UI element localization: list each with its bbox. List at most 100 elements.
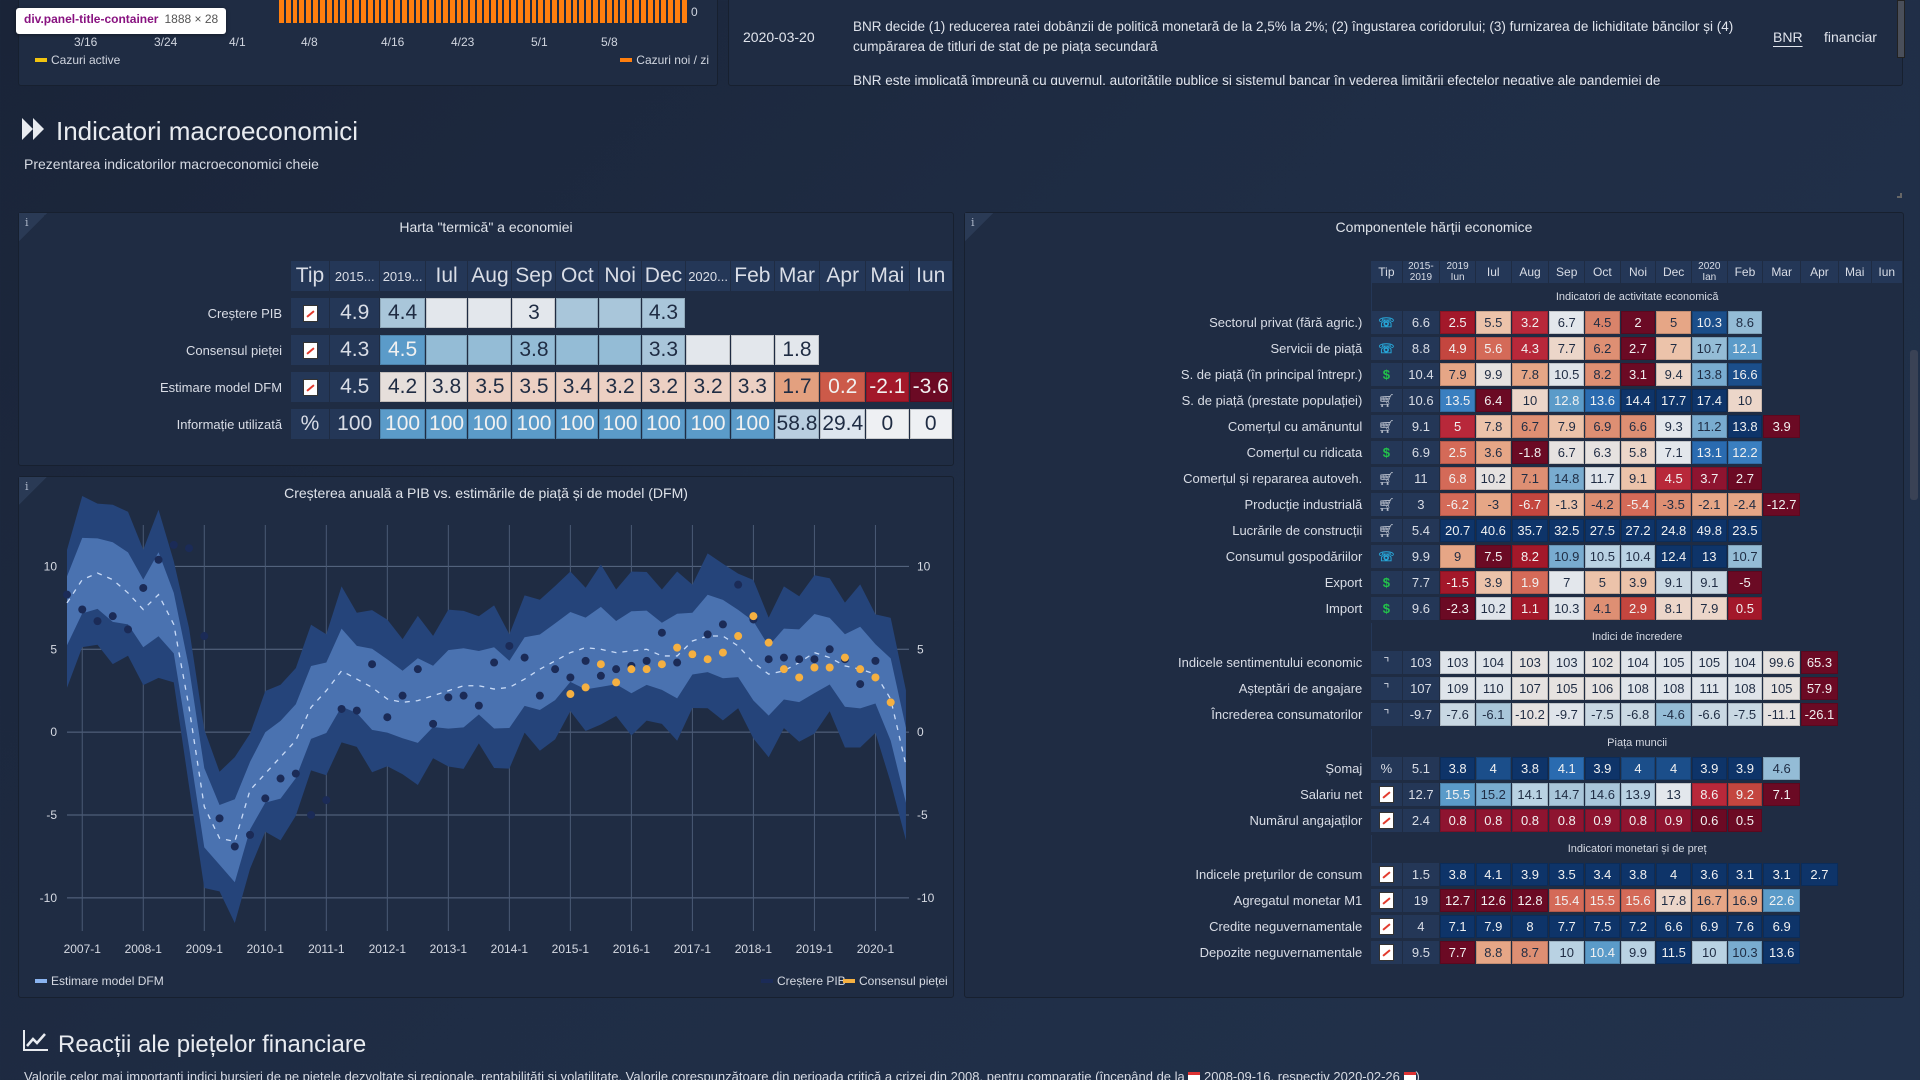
heat-cell[interactable]: -6.1 [1475,703,1511,726]
heat-cell[interactable]: 20.7 [1440,519,1475,542]
resize-handle[interactable] [1897,193,1902,198]
heat-cell[interactable]: 3.2 [1511,311,1549,334]
column-header[interactable]: Oct [1585,261,1620,283]
heat-cell[interactable]: 3.9 [1620,571,1656,594]
column-header[interactable]: Feb [1727,261,1763,283]
heat-cell[interactable]: 1.9 [1511,571,1549,594]
heat-cell[interactable] [425,298,468,328]
legend-new-cases[interactable]: Cazuri noi / zi [620,53,709,67]
heat-cell[interactable]: 4.5 [1585,311,1620,334]
heat-cell[interactable]: 16.6 [1727,363,1763,386]
heat-cell[interactable]: 5.6 [1475,337,1511,360]
heat-cell[interactable]: -1.3 [1549,493,1585,516]
heat-cell[interactable]: 3.1 [1620,363,1656,386]
heat-cell[interactable]: 100 [599,409,641,439]
heat-cell[interactable]: -7.5 [1727,703,1763,726]
heat-cell[interactable]: 7.8 [1511,363,1549,386]
heat-cell[interactable]: -26.1 [1801,703,1838,726]
column-header[interactable]: Dec [642,261,685,291]
heat-cell[interactable]: 12.4 [1656,545,1691,568]
heat-cell[interactable]: 5 [1656,311,1691,334]
heat-cell[interactable]: 65.3 [1801,651,1838,674]
heat-cell[interactable]: 0.8 [1549,809,1585,832]
heat-cell[interactable]: 13.5 [1440,389,1475,412]
tag-bnr[interactable]: BNR [1773,29,1803,45]
heat-cell[interactable]: 100 [685,409,731,439]
heat-cell[interactable]: 7.7 [1549,337,1585,360]
heat-cell[interactable]: 0.5 [1727,597,1763,620]
heat-cell[interactable]: 10 [1549,941,1585,964]
heat-cell[interactable]: 14.7 [1549,783,1585,806]
heat-cell[interactable]: 104 [1620,651,1656,674]
heat-cell[interactable]: 7.1 [1763,783,1801,806]
heat-cell[interactable]: 99.6 [1763,651,1801,674]
column-header[interactable]: Feb [731,261,774,291]
heat-cell[interactable]: 10 [1727,389,1763,412]
heat-cell[interactable]: 4.3 [642,298,685,328]
heat-cell[interactable]: 100 [380,409,425,439]
heat-cell[interactable]: 3.8 [1511,757,1549,780]
heat-cell[interactable]: 9.2 [1727,783,1763,806]
heat-cell[interactable]: 3.9 [1475,571,1511,594]
heat-cell[interactable]: 4.5 [1656,467,1691,490]
heat-cell[interactable]: 3.8 [1440,863,1475,886]
heat-cell[interactable]: 6.6 [1620,415,1656,438]
heat-cell[interactable]: 0.2 [820,372,866,402]
heat-cell[interactable]: 6.8 [1440,467,1475,490]
heat-cell[interactable]: 0.5 [1727,809,1763,832]
column-header[interactable]: 2020 Ian [1691,261,1727,283]
heat-cell[interactable]: 9.4 [1656,363,1691,386]
heat-cell[interactable]: 13.1 [1691,441,1727,464]
heat-cell[interactable]: 6.3 [1585,441,1620,464]
heat-cell[interactable]: 103 [1549,651,1585,674]
heat-cell[interactable]: 100 [731,409,774,439]
column-header[interactable]: 2020... [685,261,731,291]
column-header[interactable]: Mai [866,261,909,291]
heat-cell[interactable]: 3.5 [468,372,512,402]
heat-cell[interactable]: 7.9 [1475,915,1511,938]
column-header[interactable]: Sep [512,261,556,291]
heat-cell[interactable]: 3.5 [512,372,556,402]
heat-cell[interactable]: 8 [1511,915,1549,938]
heat-cell[interactable] [556,335,599,365]
heat-cell[interactable]: 10.2 [1475,467,1511,490]
heat-cell[interactable]: 100 [556,409,599,439]
heat-cell[interactable]: 13.9 [1620,783,1656,806]
legend-dfm[interactable]: Estimare model DFM [35,974,164,988]
info-icon[interactable]: i [19,477,47,505]
heat-cell[interactable]: 10 [1691,941,1727,964]
heat-cell[interactable]: -12.7 [1763,493,1801,516]
heat-cell[interactable] [731,335,774,365]
heat-cell[interactable]: 4 [1656,863,1691,886]
heat-cell[interactable]: -10.2 [1511,703,1549,726]
heat-cell[interactable] [599,335,641,365]
tag-financiar[interactable]: financiar [1824,29,1877,45]
heat-cell[interactable]: 10.3 [1549,597,1585,620]
heat-cell[interactable]: 0.9 [1585,809,1620,832]
heat-cell[interactable]: 14.4 [1620,389,1656,412]
column-header[interactable]: Iul [1475,261,1511,283]
info-icon[interactable]: i [19,213,47,241]
heat-cell[interactable]: 58.8 [774,409,820,439]
heat-cell[interactable]: 8.6 [1727,311,1763,334]
column-header[interactable]: Iul [425,261,468,291]
heat-cell[interactable]: 111 [1691,677,1727,700]
heat-cell[interactable]: 0.8 [1475,809,1511,832]
heat-cell[interactable]: 8.6 [1691,783,1727,806]
heat-cell[interactable]: 3.2 [685,372,731,402]
heat-cell[interactable]: 10.5 [1585,545,1620,568]
heat-cell[interactable]: -7.6 [1440,703,1475,726]
heat-cell[interactable]: 10.4 [1585,941,1620,964]
heat-cell[interactable]: 3.3 [731,372,774,402]
column-header[interactable]: Aug [468,261,512,291]
heat-cell[interactable]: 2.7 [1801,863,1838,886]
heat-cell[interactable]: 3.8 [512,335,556,365]
heat-cell[interactable]: 9.3 [1656,415,1691,438]
heat-cell[interactable]: 3.8 [1620,863,1656,886]
column-header[interactable]: Aug [1511,261,1549,283]
heat-cell[interactable]: 4.5 [380,335,425,365]
heat-cell[interactable]: 110 [1475,677,1511,700]
news-scrollbar[interactable] [1897,0,1905,58]
heat-cell[interactable]: -2.1 [866,372,909,402]
heat-cell[interactable]: 6.7 [1511,415,1549,438]
